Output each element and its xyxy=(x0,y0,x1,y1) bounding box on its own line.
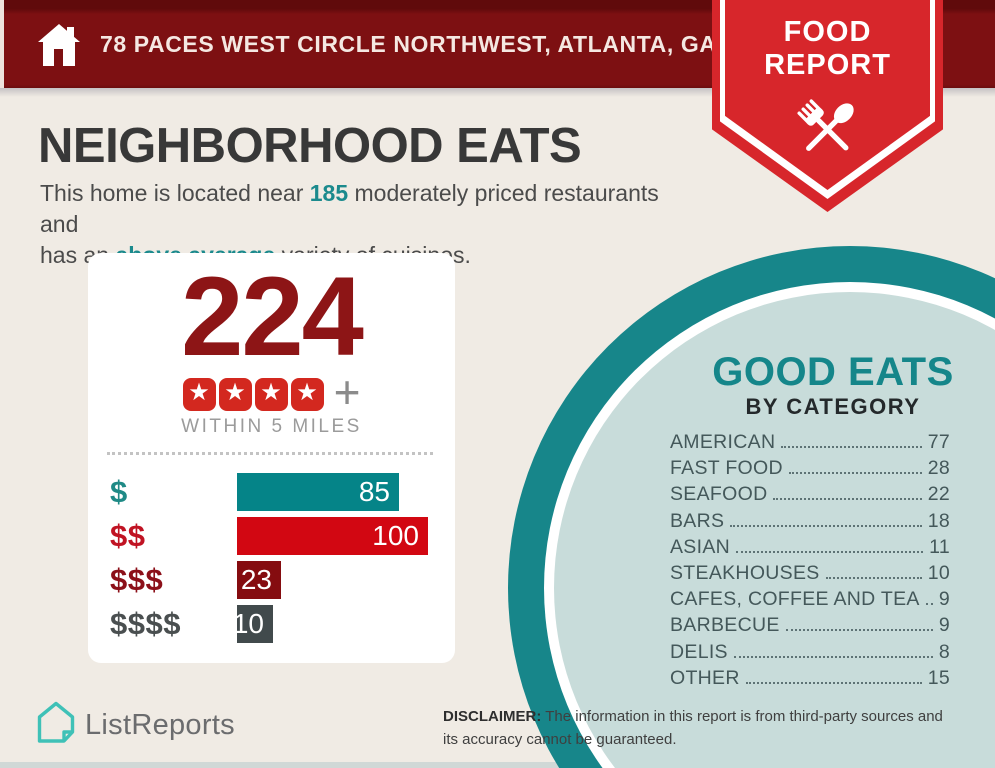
header-shadow xyxy=(0,88,995,97)
category-row: FAST FOOD 28 xyxy=(670,457,950,483)
price-bar-row: $$$$ 10 xyxy=(110,605,440,643)
category-name: AMERICAN xyxy=(670,431,776,453)
good-eats-circle-ring xyxy=(508,246,995,768)
category-name: STEAKHOUSES xyxy=(670,561,820,584)
ribbon-title-line1: FOOD xyxy=(783,16,872,48)
home-icon xyxy=(34,20,84,75)
category-count: 18 xyxy=(927,509,950,532)
brand-name: ListReports xyxy=(85,708,235,741)
disclaimer-text: The information in this report is from t… xyxy=(443,708,943,748)
category-count: 9 xyxy=(938,588,950,611)
intro-line1-post: moderately priced restaurants and xyxy=(40,180,659,237)
category-count: 8 xyxy=(938,640,950,663)
category-row: SEAFOOD 22 xyxy=(670,483,950,509)
category-count: 22 xyxy=(927,483,950,506)
category-list: AMERICAN 77 FAST FOOD 28 SEAFOOD 22 BARS 18 ASIA… xyxy=(670,431,950,693)
category-name: SEAFOOD xyxy=(670,483,768,506)
ribbon-title-line2: REPORT xyxy=(764,49,891,81)
category-count: 10 xyxy=(927,561,950,584)
category-name: OTHER xyxy=(670,666,740,689)
category-count: 11 xyxy=(929,535,950,558)
dot-leader xyxy=(733,655,933,658)
price-bar-label: $$$ xyxy=(110,562,164,597)
category-name: CAFES, COFFEE AND TEA xyxy=(670,588,920,611)
star-icon: ★ xyxy=(182,377,216,411)
category-row: CAFES, COFFEE AND TEA 9 xyxy=(670,588,950,614)
price-bar: 10 xyxy=(233,605,273,643)
price-level-bar-chart: $85 $$ 100 $$$ 23 $$$$ 10 xyxy=(110,473,440,643)
disclaimer: DISCLAIMER: The information in this repo… xyxy=(443,705,955,751)
star-icon: ★ xyxy=(254,377,288,411)
category-row: BARBECUE 9 xyxy=(670,614,950,640)
category-row: DELIS 8 xyxy=(670,641,950,667)
good-eats-heading: GOOD EATS BY CATEGORY xyxy=(683,352,983,420)
plus-icon: + xyxy=(333,366,361,418)
category-row: AMERICAN 77 xyxy=(670,431,950,457)
dot-leader xyxy=(745,681,922,684)
star-rating: ★ ★ ★ ★ + xyxy=(88,369,455,415)
price-bar-row: $$ 100 xyxy=(110,517,440,555)
dotted-separator xyxy=(107,452,433,455)
restaurant-count-highlight: 185 xyxy=(309,180,349,206)
price-bar-row: $85 xyxy=(110,473,440,511)
dot-leader xyxy=(736,550,924,553)
dot-leader xyxy=(781,446,922,448)
disclaimer-label: DISCLAIMER: xyxy=(443,708,542,725)
category-name: DELIS xyxy=(670,640,728,663)
ribbon-title: FOOD REPORT xyxy=(712,16,943,82)
price-bar: 85 xyxy=(237,473,399,511)
total-restaurant-count: 224 xyxy=(181,254,364,379)
listreports-brand: ListReports xyxy=(36,700,235,750)
price-bar: 100 xyxy=(237,517,428,555)
dot-leader xyxy=(925,603,933,606)
category-row: BARS 18 xyxy=(670,510,950,536)
property-address: 78 PACES WEST CIRCLE NORTHWEST, ATLANTA,… xyxy=(100,30,790,57)
category-row: ASIAN 11 xyxy=(670,536,950,562)
food-report-ribbon: FOOD REPORT xyxy=(712,0,943,212)
category-count: 15 xyxy=(927,666,950,689)
category-row: STEAKHOUSES 10 xyxy=(670,562,950,588)
good-eats-subtitle: BY CATEGORY xyxy=(745,394,921,419)
good-eats-title: GOOD EATS xyxy=(712,350,954,394)
category-name: ASIAN xyxy=(670,535,731,558)
price-bar-label: $ xyxy=(110,474,128,509)
dot-leader xyxy=(773,498,922,501)
category-count: 9 xyxy=(938,614,950,637)
category-name: FAST FOOD xyxy=(670,457,783,480)
category-row: OTHER 15 xyxy=(670,667,950,693)
bottom-edge-strip xyxy=(0,762,995,768)
page-title: NEIGHBORHOOD EATS xyxy=(38,119,582,173)
star-icon: ★ xyxy=(218,377,252,411)
price-bar: 23 xyxy=(237,561,281,599)
category-count: 77 xyxy=(927,431,950,453)
dot-leader xyxy=(788,472,922,475)
intro-line1-pre: This home is located near xyxy=(40,180,310,206)
dot-leader xyxy=(730,524,922,527)
price-bar-label: $$ xyxy=(110,518,146,553)
header-left-strip xyxy=(0,0,4,88)
dot-leader xyxy=(825,576,922,579)
radius-caption: WITHIN 5 MILES xyxy=(181,416,362,437)
price-bar-row: $$$ 23 xyxy=(110,561,440,599)
restaurant-summary-card: 224 ★ ★ ★ ★ + WITHIN 5 MILES $85 $$ 100 $$$ 23 $$… xyxy=(88,253,455,663)
category-name: BARS xyxy=(670,509,725,532)
category-count: 28 xyxy=(927,457,950,480)
listreports-logo-icon xyxy=(36,700,76,750)
price-bar-label: $$$$ xyxy=(110,606,181,641)
dot-leader xyxy=(785,629,933,632)
utensils-icon xyxy=(789,92,865,173)
star-icon: ★ xyxy=(290,377,324,411)
category-name: BARBECUE xyxy=(670,614,780,637)
